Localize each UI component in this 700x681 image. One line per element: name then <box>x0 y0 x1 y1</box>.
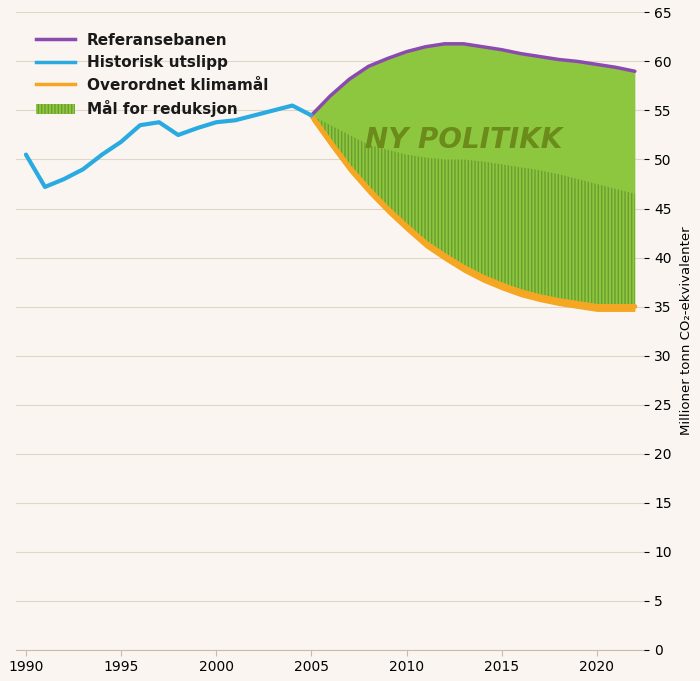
Y-axis label: Millioner tonn CO₂-ekvivalenter: Millioner tonn CO₂-ekvivalenter <box>680 227 693 435</box>
Text: NY POLITIKK: NY POLITIKK <box>365 126 562 154</box>
Legend: Referansebanen, Historisk utslipp, Overordnet klimamål, Mål for reduksjon: Referansebanen, Historisk utslipp, Overo… <box>30 27 274 123</box>
